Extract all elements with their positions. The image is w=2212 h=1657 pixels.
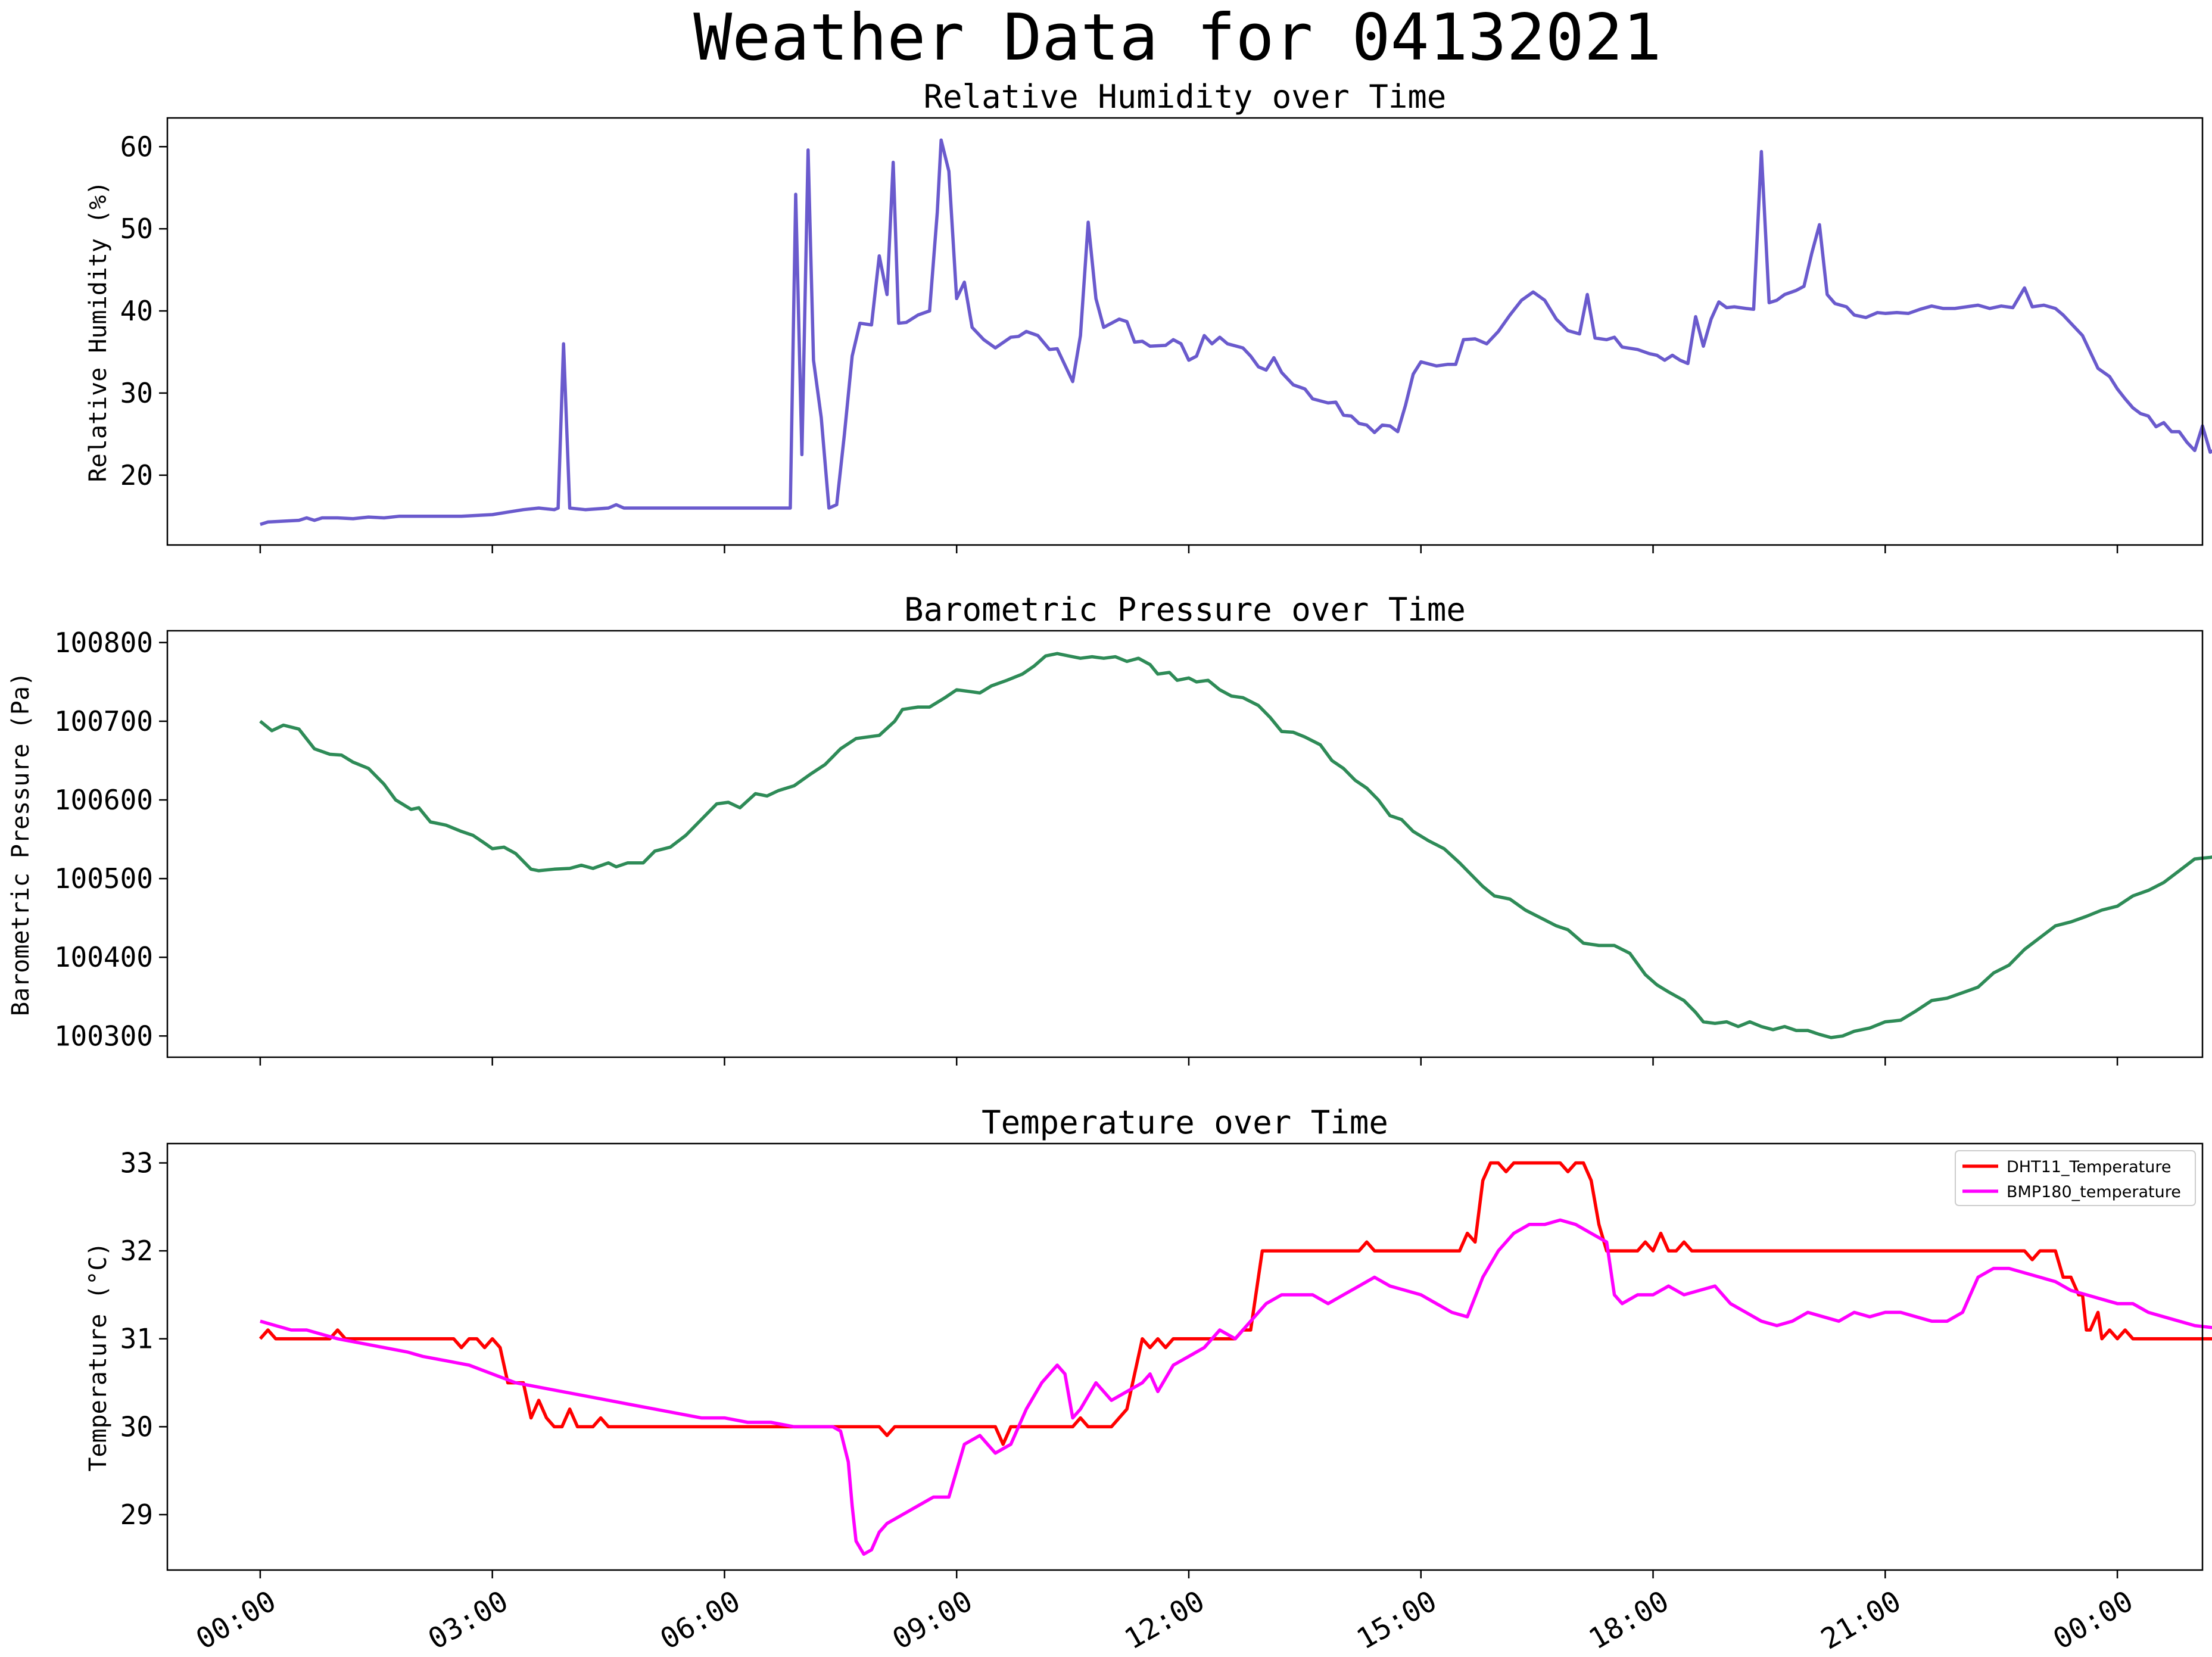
- pressure-title: Barometric Pressure over Time: [904, 591, 1466, 628]
- temperature-axes-frame: [166, 1142, 2204, 1571]
- temperature-ylabel: Temperature (°C): [85, 1242, 112, 1471]
- humidity-panel: Relative Humidity over Time Relative Humi…: [85, 78, 2212, 553]
- humidity-ytick-label: 40: [120, 295, 153, 327]
- pressure-ytick-label: 100600: [54, 784, 153, 816]
- pressure-panel: Barometric Pressure over Time Barometric …: [7, 591, 2212, 1066]
- humidity-ytick-label: 50: [120, 213, 153, 245]
- temperature-ytick-label: 31: [120, 1323, 153, 1355]
- humidity-ytick-label: 60: [120, 130, 153, 163]
- temperature-legend: DHT11_Temperature BMP180_temperature: [1955, 1150, 2196, 1206]
- pressure-ytick-label: 100800: [54, 627, 153, 659]
- humidity-series-line-1: [260, 138, 2212, 527]
- temperature-legend-box: [1955, 1150, 2196, 1206]
- temperature-series-line-1: [258, 1161, 2212, 1446]
- pressure-ytick-label: 100700: [54, 705, 153, 737]
- figure-suptitle: Weather Data for 04132021: [693, 1, 1662, 75]
- temperature-ytick-label: 30: [120, 1410, 153, 1443]
- pressure-axes-frame: [166, 630, 2204, 1058]
- temperature-ytick-label: 33: [120, 1147, 153, 1179]
- pressure-ylabel: Barometric Pressure (Pa): [7, 672, 35, 1016]
- pressure-ytick-label: 100400: [54, 941, 153, 973]
- temperature-title: Temperature over Time: [982, 1104, 1388, 1141]
- pressure-ytick-label: 100300: [54, 1020, 153, 1052]
- humidity-ytick-label: 30: [120, 377, 153, 409]
- humidity-ytick-label: 20: [120, 459, 153, 491]
- panels: Relative Humidity over Time Relative Humi…: [7, 78, 2212, 1656]
- temperature-ytick-label: 29: [120, 1499, 153, 1531]
- pressure-series-line-1: [259, 652, 2212, 1039]
- temperature-series-line-2: [260, 1218, 2212, 1556]
- pressure-ytick-label: 100500: [54, 862, 153, 895]
- temperature-legend-label-1: DHT11_Temperature: [2007, 1158, 2171, 1176]
- temperature-legend-label-2: BMP180_temperature: [2007, 1183, 2181, 1201]
- humidity-ylabel: Relative Humidity (%): [85, 181, 112, 482]
- humidity-title: Relative Humidity over Time: [924, 78, 1447, 116]
- temperature-ytick-label: 32: [120, 1235, 153, 1267]
- humidity-axes-frame: [166, 117, 2204, 546]
